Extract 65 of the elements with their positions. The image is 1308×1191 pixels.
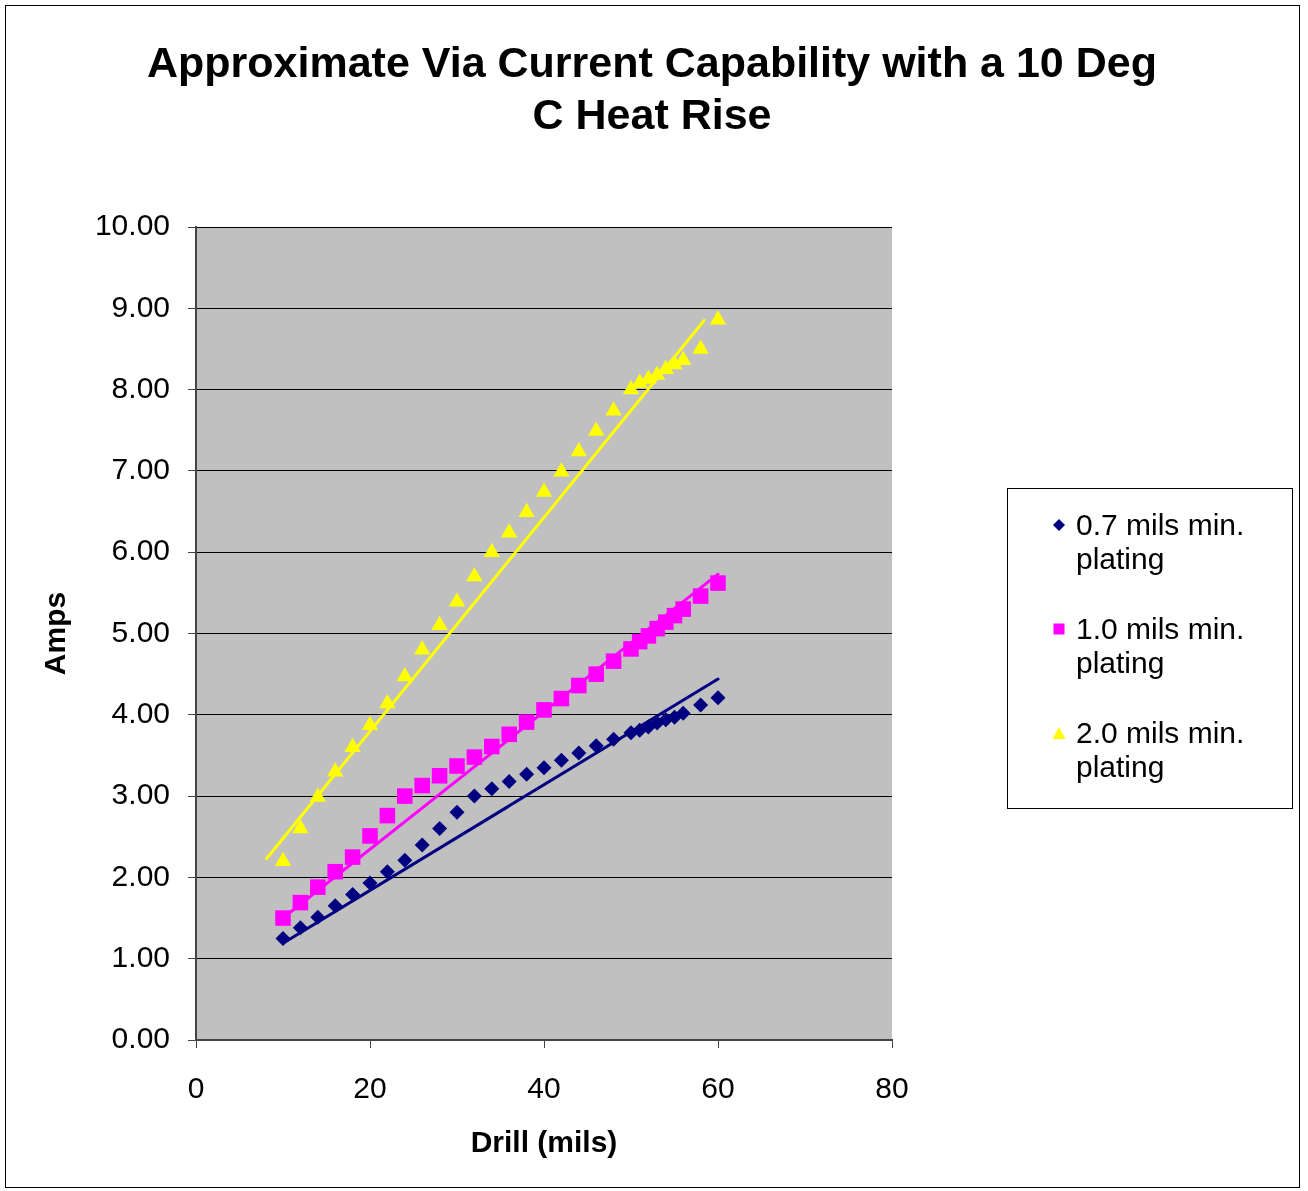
point	[379, 864, 395, 880]
point	[587, 421, 605, 436]
point	[397, 788, 413, 804]
point	[500, 523, 518, 538]
point	[692, 339, 709, 354]
x-tick-label: 60	[701, 1071, 735, 1105]
point	[484, 781, 500, 797]
point	[362, 875, 378, 891]
point	[396, 667, 414, 682]
point	[397, 852, 413, 868]
point	[466, 788, 482, 804]
y-tick-label: 4.00	[111, 696, 170, 730]
point	[518, 502, 535, 518]
point	[431, 615, 448, 631]
point	[414, 777, 430, 794]
y-tick-label: 6.00	[111, 533, 170, 567]
point	[536, 760, 552, 776]
point	[553, 752, 569, 768]
point	[483, 542, 501, 557]
point	[379, 807, 396, 824]
y-tick-label: 0.00	[111, 1021, 170, 1055]
y-tick-label: 2.00	[111, 858, 170, 892]
point	[448, 592, 466, 607]
point	[675, 705, 691, 721]
point	[710, 575, 726, 591]
x-tick-label: 40	[527, 1071, 561, 1105]
legend-label: 1.0 mils min. plating	[1076, 612, 1245, 679]
x-tick-label: 80	[875, 1071, 909, 1105]
point	[605, 401, 622, 416]
point	[449, 804, 465, 820]
point	[588, 738, 604, 754]
y-tick-label: 7.00	[111, 452, 170, 486]
y-tick-label: 3.00	[111, 777, 170, 811]
legend-label: 2.0 mils min. plating	[1076, 716, 1245, 783]
chart-title: Approximate Via Current Capability with a 10 Deg C Heat Rise	[147, 37, 1157, 140]
point	[570, 441, 588, 457]
point	[501, 773, 517, 789]
point	[675, 601, 691, 617]
y-tick-label: 10.00	[94, 208, 170, 242]
y-tick-label: 9.00	[111, 289, 170, 323]
point	[431, 768, 448, 784]
point	[667, 709, 682, 725]
x-axis-title: Drill (mils)	[470, 1125, 618, 1159]
x-tick-label: 0	[187, 1071, 205, 1105]
point	[571, 745, 587, 761]
point	[275, 910, 291, 926]
y-tick-label: 8.00	[111, 370, 170, 404]
point	[553, 462, 570, 477]
point	[414, 837, 430, 853]
point	[693, 697, 709, 713]
point	[535, 482, 553, 497]
point	[710, 690, 726, 706]
point	[362, 828, 378, 844]
point	[413, 640, 431, 655]
x-tick-label: 20	[353, 1071, 387, 1105]
y-axis-title: Amps	[38, 591, 72, 676]
point	[449, 758, 465, 774]
point	[519, 766, 535, 782]
point	[466, 567, 483, 582]
point	[709, 310, 727, 325]
y-tick-label: 1.00	[111, 939, 170, 973]
point	[432, 821, 448, 837]
legend-label: 0.7 mils min. plating	[1076, 508, 1245, 575]
y-tick-label: 5.00	[111, 614, 170, 648]
point	[466, 749, 483, 765]
